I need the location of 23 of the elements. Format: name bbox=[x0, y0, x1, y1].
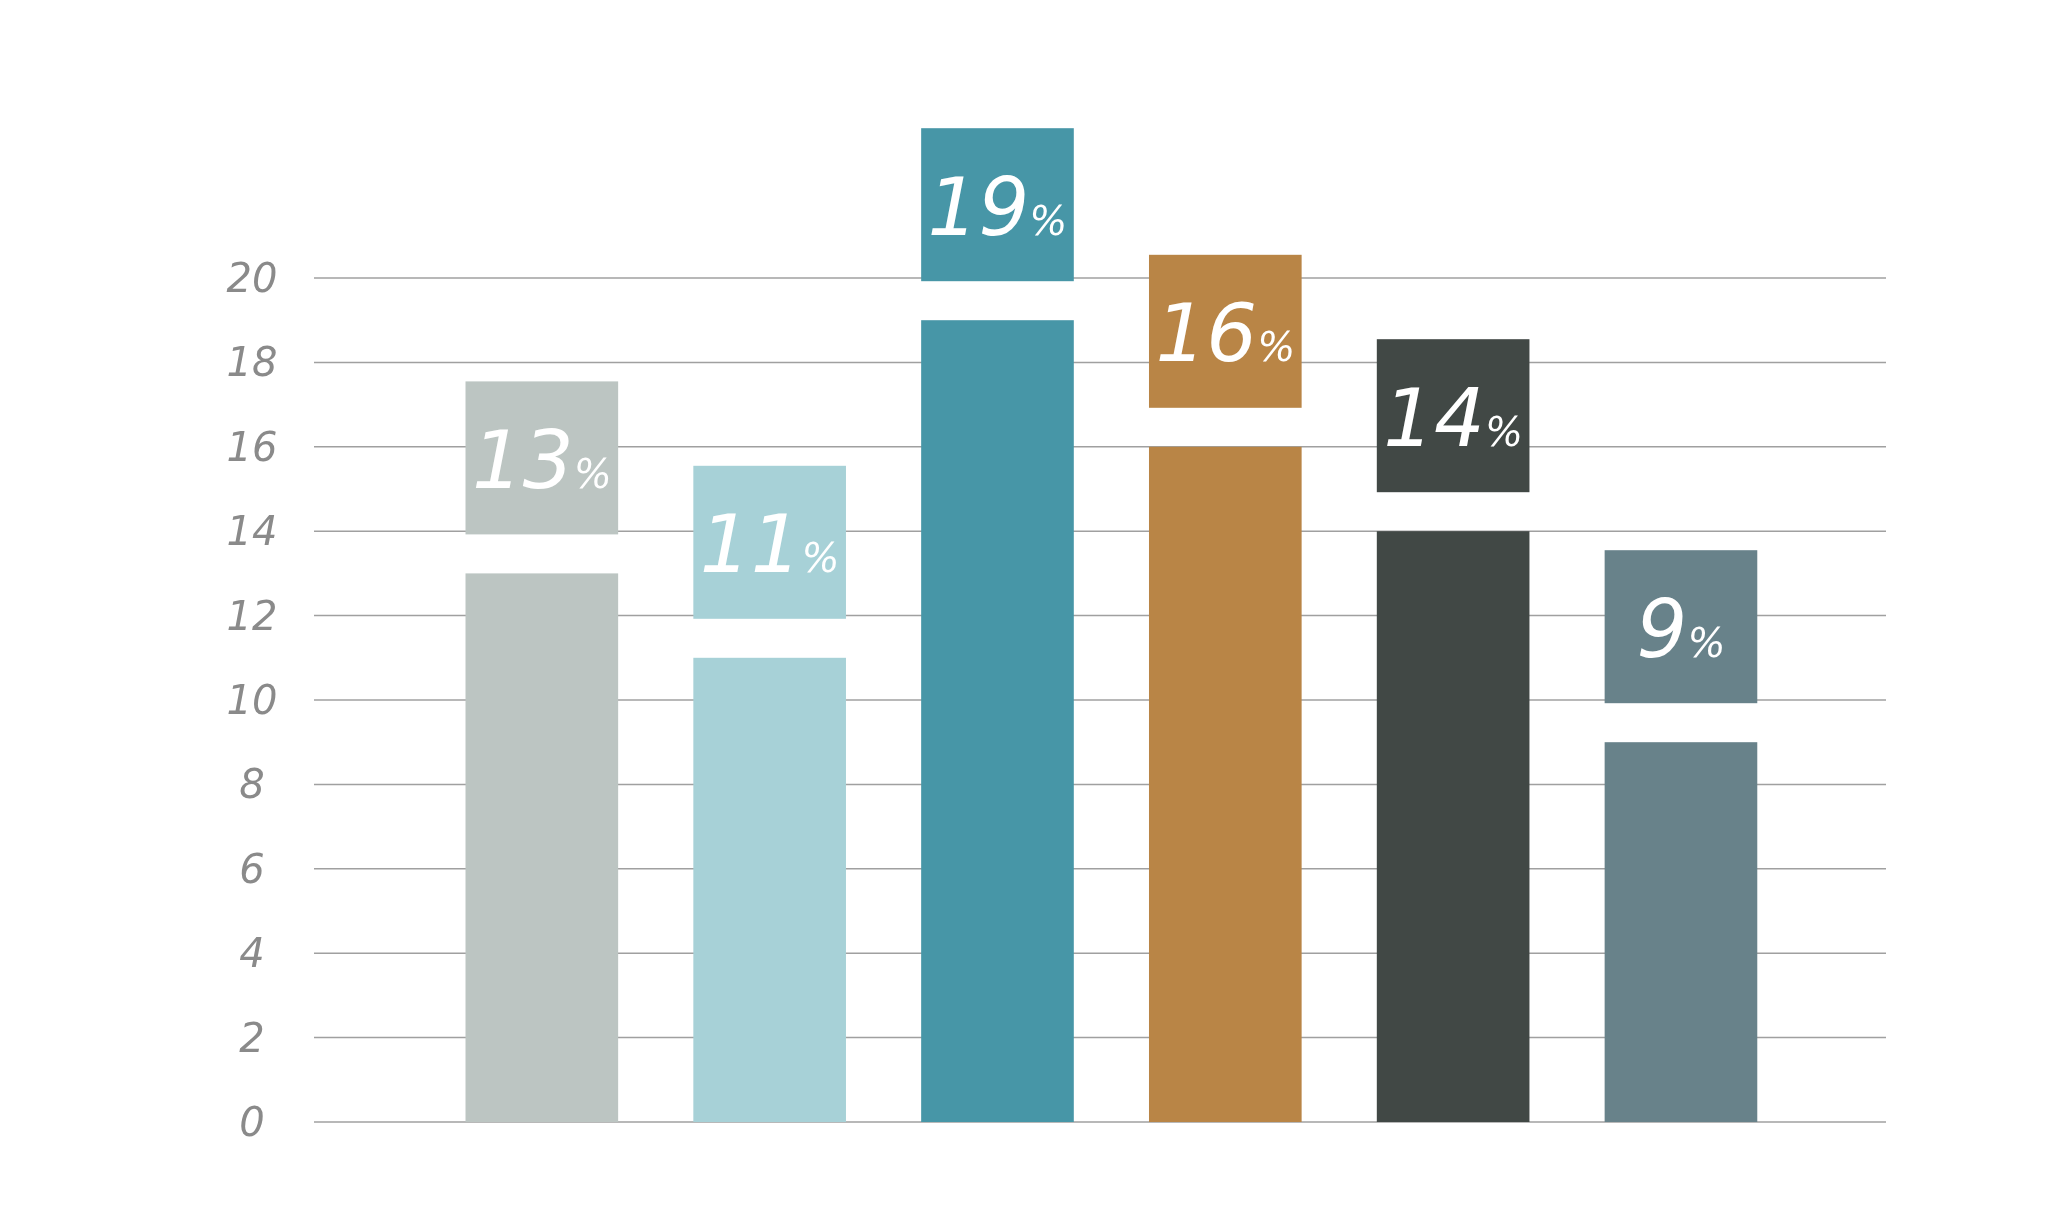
y-tick-label: 16 bbox=[226, 423, 278, 470]
bar bbox=[921, 320, 1074, 1122]
y-tick-label: 18 bbox=[226, 339, 278, 386]
y-tick-label: 14 bbox=[226, 508, 278, 555]
data-label: 13% bbox=[471, 413, 612, 507]
data-label: 14% bbox=[1383, 371, 1524, 465]
y-tick-label: 4 bbox=[239, 930, 265, 977]
y-tick-label: 8 bbox=[239, 761, 265, 808]
y-tick-label: 6 bbox=[239, 845, 265, 892]
y-tick-label: 20 bbox=[226, 255, 278, 301]
y-tick-label: 12 bbox=[226, 592, 278, 639]
bar bbox=[1604, 742, 1758, 1122]
y-tick-label: 0 bbox=[239, 1099, 265, 1145]
data-label: 9% bbox=[1636, 582, 1726, 676]
bar bbox=[693, 657, 846, 1122]
data-label: 11% bbox=[699, 498, 840, 592]
y-tick-label: 10 bbox=[226, 677, 278, 723]
bar bbox=[465, 573, 619, 1122]
data-label: 16% bbox=[1155, 287, 1296, 381]
bar bbox=[1148, 446, 1302, 1122]
y-tick-label: 2 bbox=[239, 1014, 265, 1061]
data-label: 19% bbox=[927, 160, 1068, 254]
bar bbox=[1376, 531, 1530, 1122]
